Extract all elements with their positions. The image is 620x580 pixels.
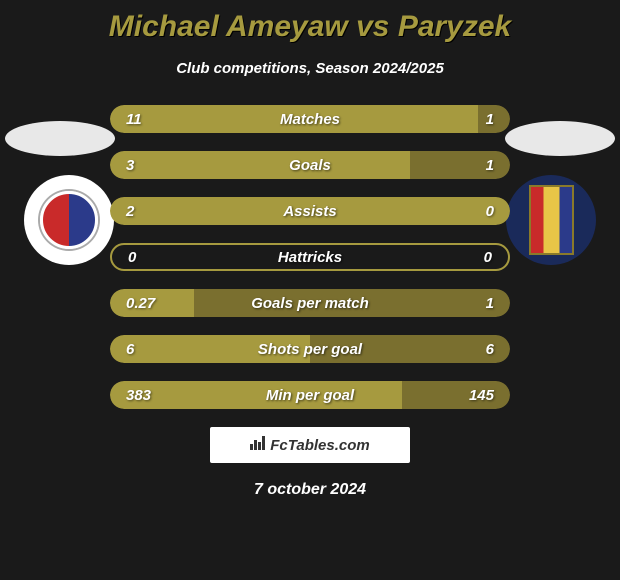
brand-text: FcTables.com: [270, 437, 369, 454]
player2-name: Paryzek: [398, 10, 511, 43]
stat-pill: 6 6 Shots per goal: [110, 335, 510, 363]
brand-badge: FcTables.com: [210, 427, 410, 463]
stat-label: Matches: [280, 111, 340, 128]
stat-row: 6 6 Shots per goal: [0, 335, 620, 363]
stat-pill: 383 145 Min per goal: [110, 381, 510, 409]
stat-pill: 3 1 Goals: [110, 151, 510, 179]
comparison-title: Michael Ameyaw vs Paryzek: [0, 0, 620, 44]
stat-label: Assists: [283, 203, 336, 220]
stat-value-right: 145: [469, 387, 494, 404]
stat-label: Hattricks: [278, 249, 342, 266]
stat-fill-right: [478, 105, 510, 133]
stat-value-left: 6: [126, 341, 134, 358]
stat-value-right: 0: [486, 203, 494, 220]
stat-row: 2 0 Assists: [0, 197, 620, 225]
stat-value-left: 3: [126, 157, 134, 174]
stat-row: 111Matches: [0, 105, 620, 133]
subtitle: Club competitions, Season 2024/2025: [0, 60, 620, 77]
stat-pill: 0.27 1 Goals per match: [110, 289, 510, 317]
stat-fill-left: [110, 381, 402, 409]
stat-row: 3 1 Goals: [0, 151, 620, 179]
stat-value-right: 1: [486, 157, 494, 174]
stat-fill-left: [110, 151, 410, 179]
chart-icon: [250, 436, 266, 454]
stat-pill: 2 0 Assists: [110, 197, 510, 225]
stat-value-right: 6: [486, 341, 494, 358]
stat-value-left: 2: [126, 203, 134, 220]
stat-row: 383 145 Min per goal: [0, 381, 620, 409]
stats-list: 111Matches31Goals20Assists00Hattricks0.2…: [0, 105, 620, 409]
stat-fill-right: [410, 151, 510, 179]
stat-value-right: 0: [484, 249, 492, 266]
player1-name: Michael Ameyaw: [109, 10, 348, 43]
stat-pill: 111Matches: [110, 105, 510, 133]
stat-value-right: 1: [486, 111, 494, 128]
stat-value-left: 0.27: [126, 295, 155, 312]
stat-label: Goals: [289, 157, 331, 174]
stat-value-right: 1: [486, 295, 494, 312]
stat-value-left: 0: [128, 249, 136, 266]
stat-row: 0 0 Hattricks: [0, 243, 620, 271]
vs-text: vs: [356, 10, 389, 43]
date-text: 7 october 2024: [0, 481, 620, 499]
stat-value-left: 11: [126, 111, 142, 128]
stat-value-left: 383: [126, 387, 151, 404]
stat-pill: 0 0 Hattricks: [110, 243, 510, 271]
stat-label: Goals per match: [251, 295, 369, 312]
stat-label: Min per goal: [266, 387, 354, 404]
stat-row: 0.27 1 Goals per match: [0, 289, 620, 317]
stat-label: Shots per goal: [258, 341, 362, 358]
